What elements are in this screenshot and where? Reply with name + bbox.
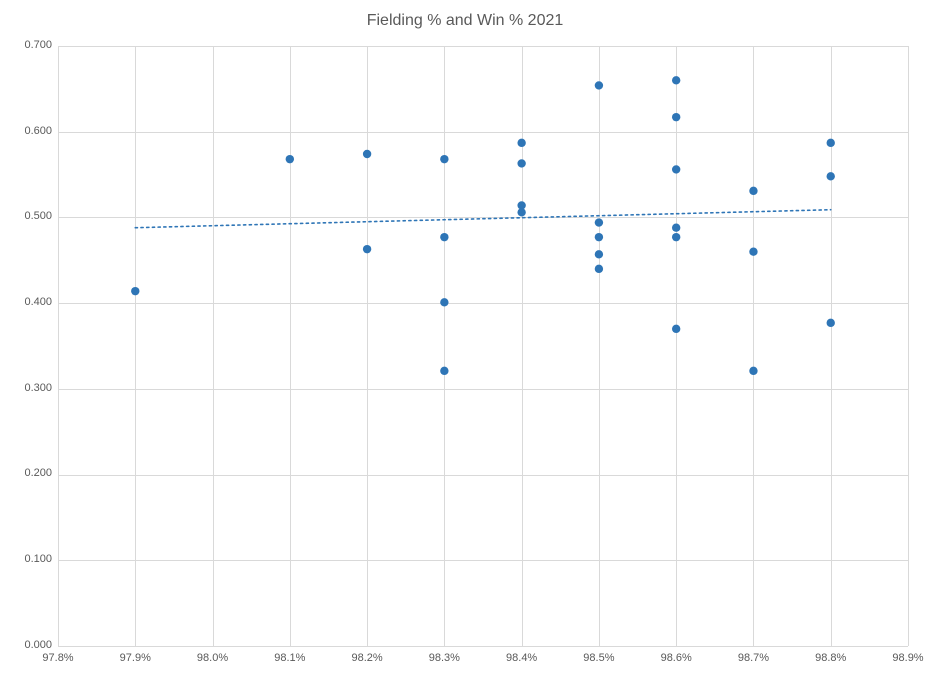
data-point — [517, 159, 525, 167]
data-point — [595, 250, 603, 258]
y-tick-label: 0.000 — [24, 639, 52, 651]
x-tick-label: 98.4% — [506, 652, 537, 664]
x-tick-label: 98.6% — [661, 652, 692, 664]
data-point — [131, 287, 139, 295]
data-point — [595, 218, 603, 226]
y-tick-label: 0.500 — [24, 210, 52, 222]
data-point — [363, 245, 371, 253]
data-point — [827, 139, 835, 147]
data-point — [286, 155, 294, 163]
data-point — [827, 319, 835, 327]
x-tick-label: 98.7% — [738, 652, 769, 664]
data-point — [749, 187, 757, 195]
data-point — [440, 233, 448, 241]
data-point — [595, 265, 603, 273]
y-tick-label: 0.700 — [24, 39, 52, 51]
data-point — [595, 81, 603, 89]
x-tick-label: 98.1% — [274, 652, 305, 664]
x-tick-label: 97.8% — [42, 652, 73, 664]
x-tick-label: 98.9% — [892, 652, 923, 664]
data-point — [517, 139, 525, 147]
data-point — [827, 172, 835, 180]
data-point — [517, 208, 525, 216]
y-tick-label: 0.300 — [24, 382, 52, 394]
trendline — [135, 210, 830, 228]
data-point — [440, 298, 448, 306]
x-tick-label: 98.0% — [197, 652, 228, 664]
x-tick-label: 97.9% — [120, 652, 151, 664]
x-tick-label: 98.2% — [351, 652, 382, 664]
scatter-plot — [0, 0, 930, 677]
x-tick-label: 98.5% — [583, 652, 614, 664]
data-point — [672, 233, 680, 241]
chart-container: Fielding % and Win % 2021 0.0000.1000.20… — [0, 0, 930, 677]
x-tick-label: 98.8% — [815, 652, 846, 664]
data-point — [749, 367, 757, 375]
y-tick-label: 0.100 — [24, 553, 52, 565]
data-point — [672, 113, 680, 121]
data-point — [672, 325, 680, 333]
data-point — [672, 76, 680, 84]
data-point — [595, 233, 603, 241]
data-point — [672, 165, 680, 173]
data-point — [672, 224, 680, 232]
data-point — [440, 155, 448, 163]
y-tick-label: 0.600 — [24, 125, 52, 137]
y-tick-label: 0.200 — [24, 467, 52, 479]
data-point — [363, 150, 371, 158]
data-point — [440, 367, 448, 375]
data-point — [749, 248, 757, 256]
x-tick-label: 98.3% — [429, 652, 460, 664]
y-tick-label: 0.400 — [24, 296, 52, 308]
